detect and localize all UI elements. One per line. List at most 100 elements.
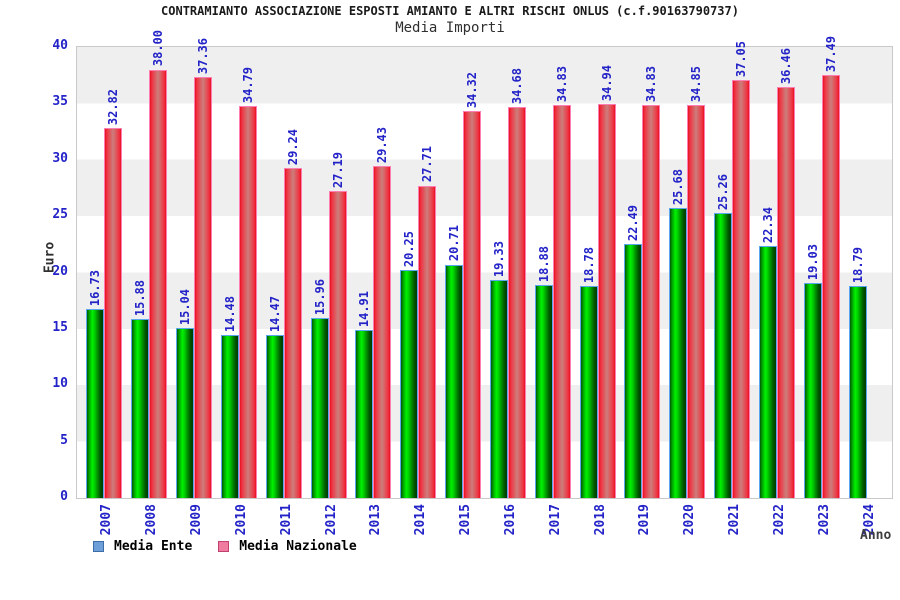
value-label-media-nazionale-2017: 34.83	[554, 66, 569, 103]
chart-subtitle: Media Importi	[395, 20, 505, 36]
value-label-media-ente-2009: 15.04	[178, 289, 193, 326]
x-tick-2023: 2023	[816, 504, 832, 536]
value-label-media-ente-2011: 14.47	[267, 295, 282, 332]
bar-media-ente-2015	[445, 264, 464, 498]
bar-media-ente-2008	[131, 318, 150, 498]
x-tick-2008: 2008	[144, 504, 160, 536]
legend-item-media-nazionale: Media Nazionale	[218, 539, 357, 554]
value-label-media-nazionale-2020: 34.85	[689, 65, 704, 103]
value-label-media-ente-2021: 25.26	[716, 174, 731, 211]
value-label-media-nazionale-2012: 27.19	[330, 152, 345, 189]
y-tick-15: 15	[52, 319, 68, 335]
bar-media-ente-2011	[265, 334, 284, 498]
bar-media-ente-2007	[86, 309, 105, 498]
bar-media-nazionale-2012	[328, 191, 347, 498]
value-label-media-ente-2024: 18.79	[850, 247, 865, 284]
y-tick-35: 35	[52, 94, 68, 110]
value-label-media-ente-2015: 20.71	[447, 225, 462, 262]
value-label-media-nazionale-2023: 37.49	[823, 36, 838, 73]
value-label-media-nazionale-2010: 34.79	[240, 66, 255, 103]
bar-media-ente-2017	[534, 285, 553, 498]
x-tick-2018: 2018	[592, 504, 608, 536]
y-tick-30: 30	[52, 150, 68, 166]
bar-media-nazionale-2008	[149, 69, 168, 498]
value-label-media-nazionale-2008: 38.00	[151, 30, 166, 67]
bar-media-nazionale-2015	[463, 111, 482, 498]
x-tick-2009: 2009	[189, 504, 205, 536]
x-tick-2010: 2010	[233, 504, 249, 536]
bar-media-ente-2023	[803, 283, 822, 498]
legend: Media Ente Media Nazionale	[93, 539, 383, 554]
chart-title: CONTRAMIANTO ASSOCIAZIONE ESPOSTI AMIANT…	[161, 4, 739, 18]
value-label-media-ente-2008: 15.88	[133, 279, 148, 316]
value-label-media-nazionale-2018: 34.94	[599, 64, 614, 102]
media-nazionale-swatch-icon	[218, 541, 230, 552]
bar-media-nazionale-2014	[418, 185, 437, 498]
bar-media-ente-2012	[310, 318, 329, 498]
value-label-media-ente-2012: 15.96	[312, 278, 327, 316]
value-label-media-nazionale-2014: 27.71	[420, 146, 435, 183]
media-ente-swatch-icon	[93, 541, 104, 552]
x-tick-2021: 2021	[727, 504, 743, 536]
bar-media-ente-2019	[624, 244, 643, 498]
y-tick-10: 10	[52, 376, 68, 392]
y-tick-20: 20	[52, 263, 68, 279]
x-tick-2007: 2007	[99, 504, 115, 536]
x-tick-2022: 2022	[771, 504, 787, 536]
bar-media-nazionale-2020	[687, 105, 706, 498]
value-label-media-ente-2010: 14.48	[222, 295, 237, 332]
bar-media-nazionale-2007	[104, 127, 123, 498]
bar-media-nazionale-2011	[283, 168, 302, 498]
legend-label-media-nazionale: Media Nazionale	[239, 539, 357, 554]
x-tick-2014: 2014	[413, 504, 429, 536]
value-label-media-nazionale-2007: 32.82	[106, 88, 121, 125]
value-label-media-ente-2014: 20.25	[402, 230, 417, 267]
bar-media-ente-2014	[400, 269, 419, 498]
bar-media-ente-2024	[848, 286, 867, 498]
bar-media-nazionale-2023	[821, 75, 840, 498]
y-tick-0: 0	[60, 489, 68, 504]
y-tick-25: 25	[52, 207, 68, 223]
x-tick-2019: 2019	[637, 504, 653, 536]
bar-media-nazionale-2021	[732, 80, 751, 498]
bar-media-ente-2021	[714, 213, 733, 498]
y-tick-40: 40	[52, 38, 68, 53]
y-tick-5: 5	[60, 432, 68, 448]
value-label-media-nazionale-2011: 29.24	[285, 129, 300, 166]
x-tick-2011: 2011	[278, 504, 294, 536]
value-label-media-nazionale-2021: 37.05	[734, 41, 749, 78]
value-label-media-nazionale-2013: 29.43	[375, 127, 390, 164]
x-tick-2016: 2016	[502, 504, 518, 536]
x-tick-2012: 2012	[323, 504, 339, 536]
legend-label-media-ente: Media Ente	[114, 539, 193, 554]
value-label-media-ente-2013: 14.91	[357, 290, 372, 327]
value-label-media-nazionale-2009: 37.36	[196, 37, 211, 74]
bar-media-ente-2016	[489, 280, 508, 498]
bar-media-nazionale-2022	[776, 86, 795, 498]
bar-media-ente-2013	[355, 329, 374, 498]
bar-media-nazionale-2019	[642, 105, 661, 498]
value-label-media-nazionale-2019: 34.83	[644, 66, 659, 103]
value-label-media-nazionale-2016: 34.68	[509, 67, 524, 104]
value-label-media-ente-2007: 16.73	[88, 270, 103, 307]
bar-media-nazionale-2013	[373, 166, 392, 498]
x-tick-2015: 2015	[458, 504, 474, 536]
value-label-media-ente-2019: 22.49	[626, 205, 641, 242]
bar-media-ente-2009	[176, 328, 195, 498]
plot-area: 16.73 32.82 15.88 38.00 15.04 37.36 14.48 34.79…	[76, 30, 893, 499]
value-label-media-ente-2016: 19.33	[491, 240, 506, 278]
x-tick-2013: 2013	[368, 504, 384, 536]
bar-media-nazionale-2010	[238, 105, 257, 498]
value-label-media-nazionale-2015: 34.32	[465, 71, 480, 109]
value-label-media-ente-2022: 22.34	[760, 207, 775, 244]
bar-media-ente-2018	[579, 286, 598, 498]
bar-media-ente-2022	[758, 246, 777, 498]
value-label-media-ente-2020: 25.68	[671, 169, 686, 206]
bar-media-nazionale-2017	[552, 105, 571, 498]
x-axis-label: Anno	[860, 528, 892, 543]
x-tick-2020: 2020	[682, 504, 698, 536]
x-tick-2017: 2017	[547, 504, 563, 536]
bar-media-ente-2010	[220, 334, 239, 498]
value-label-media-ente-2017: 18.88	[536, 246, 551, 283]
